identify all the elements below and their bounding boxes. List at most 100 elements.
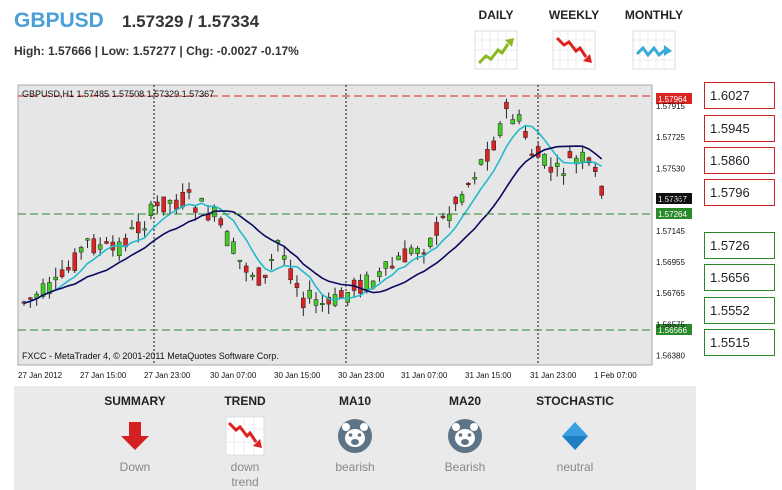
indicator-trend: TREND down trend [190, 394, 300, 490]
candle-body [567, 151, 573, 159]
candle-body [161, 196, 166, 213]
candle-body [66, 266, 71, 271]
indicator-title: TREND [224, 394, 266, 408]
candle-body [364, 274, 370, 290]
price-level-tag-label: 1.57367 [658, 195, 687, 204]
candle-body [402, 248, 408, 263]
candle-body [491, 140, 496, 151]
tab-weekly[interactable]: WEEKLY [534, 8, 614, 70]
candle-body [129, 227, 135, 230]
candle-body [47, 282, 52, 295]
candle-body [243, 265, 249, 273]
indicator-ma20: MA20 Bearish [410, 394, 520, 475]
price-level-tag [656, 193, 692, 204]
price-axis-label: 1.57145 [656, 227, 685, 236]
indicator-value: bearish [335, 460, 375, 474]
candle-body [415, 248, 420, 254]
time-axis-label: 27 Jan 15:00 [80, 371, 127, 380]
candle-body [301, 297, 306, 309]
candle-body [428, 237, 433, 247]
candle-body [180, 192, 185, 208]
candle-body [561, 173, 566, 176]
candle-body [282, 255, 287, 260]
candle-body [466, 182, 471, 185]
diamond-icon [555, 416, 595, 456]
indicator-title: STOCHASTIC [536, 394, 614, 408]
candle-body [504, 101, 509, 109]
candle-body [186, 189, 192, 193]
price-level-tag [656, 324, 692, 335]
candle-body [396, 255, 401, 261]
downtrend-icon [552, 30, 596, 70]
tab-monthly[interactable]: MONTHLY [614, 8, 694, 70]
price-level-tag [656, 208, 692, 219]
resistance-level-2: 1.5945 [704, 115, 775, 142]
tab-monthly-label: MONTHLY [624, 8, 684, 22]
indicator-stochastic: STOCHASTIC neutral [520, 394, 630, 475]
time-axis-label: 31 Jan 15:00 [465, 371, 512, 380]
candle-body [548, 166, 554, 173]
candle-body [523, 131, 528, 138]
candle-body [250, 274, 255, 278]
price-level-tag-label: 1.57264 [658, 210, 687, 219]
resistance-level-1: 1.6027 [704, 82, 775, 109]
candle-body [199, 198, 204, 202]
price-axis-label: 1.56765 [656, 289, 685, 298]
candle-body [599, 185, 604, 196]
time-axis-label: 31 Jan 07:00 [401, 371, 448, 380]
candle-body [193, 207, 198, 213]
price-axis-label: 1.56575 [656, 320, 685, 329]
candle-body [28, 297, 33, 300]
candle-body [85, 238, 90, 241]
time-axis-label: 27 Jan 2012 [18, 371, 63, 380]
bear-icon [335, 416, 375, 456]
candle-body [421, 252, 427, 255]
candle-body [408, 247, 414, 254]
candle-body [174, 199, 179, 210]
price-chart[interactable]: 1.57964 1.57367 1.57264 1.56566 1.57915 1.57… [14, 82, 694, 386]
daily-stats: High: 1.57666 | Low: 1.57277 | Chg: -0.0… [14, 44, 299, 58]
candle-body [294, 282, 300, 288]
support-level-2: 1.5656 [704, 264, 775, 291]
candle-body [262, 274, 268, 278]
candle-body [383, 261, 389, 269]
candle-body [516, 114, 522, 122]
price-axis-label: 1.57915 [656, 102, 685, 111]
candle-body [155, 201, 160, 207]
downtrend-icon [225, 416, 265, 456]
uptrend-icon [474, 30, 518, 70]
candle-body [116, 241, 122, 257]
candle-body [288, 268, 293, 281]
time-axis-label: 27 Jan 23:00 [144, 371, 191, 380]
candle-body [256, 267, 262, 286]
candle-body [307, 289, 312, 299]
candle-body [148, 203, 154, 216]
support-level-3: 1.5552 [704, 297, 775, 324]
candle-body [434, 222, 439, 236]
indicator-title: MA10 [338, 394, 371, 408]
candle-body [53, 276, 58, 281]
candle-body [554, 162, 560, 167]
candle-body [40, 283, 46, 297]
candle-body [313, 299, 319, 306]
tab-daily[interactable]: DAILY [456, 8, 536, 70]
ma-fast-line [23, 124, 603, 305]
candle-body [72, 252, 78, 271]
ma-slow-line [23, 145, 603, 305]
candle-body [358, 279, 363, 294]
price-level-tag-label: 1.57964 [658, 95, 687, 104]
candle-body [345, 292, 350, 303]
chart-info: GBPUSD,H1 1.57485 1.57508 1.57329 1.5736… [22, 89, 214, 99]
sideways-icon [632, 30, 676, 70]
price-level-tag [656, 93, 692, 104]
candle-body [459, 194, 465, 203]
symbol-title: GBPUSD [14, 9, 104, 32]
candle-body [91, 238, 97, 254]
indicator-title: MA20 [448, 394, 481, 408]
chart-copyright: FXCC - MetaTrader 4, © 2001-2011 MetaQuo… [22, 351, 279, 361]
tab-weekly-label: WEEKLY [548, 8, 600, 22]
candle-body [269, 259, 274, 262]
indicator-ma10: MA10 bearish [300, 394, 410, 475]
candle-body [78, 247, 84, 253]
candle-body [440, 215, 446, 219]
